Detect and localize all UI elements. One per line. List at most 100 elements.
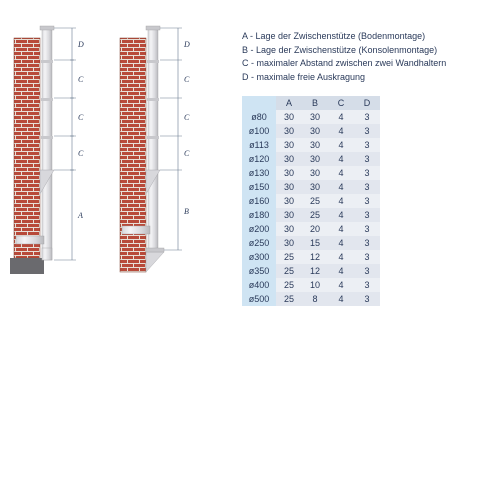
cell-value: 30 xyxy=(302,138,328,152)
cell-value: 30 xyxy=(276,138,302,152)
cell-value: 30 xyxy=(302,152,328,166)
cell-value: 3 xyxy=(354,236,380,250)
cell-value: 30 xyxy=(302,110,328,124)
cell-value: 4 xyxy=(328,222,354,236)
svg-text:C: C xyxy=(78,75,84,84)
cell-value: 3 xyxy=(354,292,380,306)
cell-value: 3 xyxy=(354,208,380,222)
cell-value: 4 xyxy=(328,124,354,138)
cell-value: 30 xyxy=(276,208,302,222)
cell-value: 30 xyxy=(302,180,328,194)
table-header-row: A B C D xyxy=(242,96,380,110)
diagram-floor-mount: D C C C A xyxy=(10,20,110,290)
table-row: ø130303043 xyxy=(242,166,380,180)
cell-value: 25 xyxy=(276,250,302,264)
technical-diagrams: D C C C A xyxy=(10,20,216,290)
diagram-console-mount: D C C C B xyxy=(116,20,216,290)
cell-value: 30 xyxy=(302,124,328,138)
cell-diameter: ø150 xyxy=(242,180,276,194)
cell-value: 4 xyxy=(328,180,354,194)
svg-text:C: C xyxy=(78,149,84,158)
cell-value: 3 xyxy=(354,110,380,124)
svg-text:B: B xyxy=(184,207,189,216)
table-row: ø300251243 xyxy=(242,250,380,264)
cell-value: 8 xyxy=(302,292,328,306)
svg-text:C: C xyxy=(78,113,84,122)
cell-value: 3 xyxy=(354,194,380,208)
cell-value: 25 xyxy=(302,194,328,208)
cell-value: 25 xyxy=(276,264,302,278)
cell-diameter: ø80 xyxy=(242,110,276,124)
legend-d: D - maximale freie Auskragung xyxy=(242,71,490,85)
cell-value: 15 xyxy=(302,236,328,250)
svg-text:C: C xyxy=(184,149,190,158)
table-row: ø250301543 xyxy=(242,236,380,250)
table-row: ø120303043 xyxy=(242,152,380,166)
svg-text:A: A xyxy=(77,211,83,220)
cell-value: 30 xyxy=(276,152,302,166)
svg-text:C: C xyxy=(184,113,190,122)
cell-diameter: ø180 xyxy=(242,208,276,222)
cell-value: 25 xyxy=(302,208,328,222)
cell-diameter: ø130 xyxy=(242,166,276,180)
cell-value: 3 xyxy=(354,152,380,166)
table-row: ø160302543 xyxy=(242,194,380,208)
legend: A - Lage der Zwischenstütze (Bodenmontag… xyxy=(242,30,490,84)
cell-diameter: ø200 xyxy=(242,222,276,236)
cell-value: 4 xyxy=(328,292,354,306)
cell-value: 12 xyxy=(302,264,328,278)
cell-diameter: ø100 xyxy=(242,124,276,138)
cell-value: 30 xyxy=(276,124,302,138)
cell-diameter: ø500 xyxy=(242,292,276,306)
cell-value: 4 xyxy=(328,250,354,264)
cell-value: 3 xyxy=(354,222,380,236)
cell-value: 4 xyxy=(328,278,354,292)
cell-value: 25 xyxy=(276,278,302,292)
legend-a: A - Lage der Zwischenstütze (Bodenmontag… xyxy=(242,30,490,44)
legend-b: B - Lage der Zwischenstütze (Konsolenmon… xyxy=(242,44,490,58)
cell-value: 3 xyxy=(354,138,380,152)
cell-value: 25 xyxy=(276,292,302,306)
cell-diameter: ø400 xyxy=(242,278,276,292)
cell-value: 20 xyxy=(302,222,328,236)
cell-diameter: ø300 xyxy=(242,250,276,264)
cell-value: 4 xyxy=(328,110,354,124)
cell-value: 3 xyxy=(354,166,380,180)
cell-value: 30 xyxy=(302,166,328,180)
cell-value: 3 xyxy=(354,124,380,138)
info-panel: A - Lage der Zwischenstütze (Bodenmontag… xyxy=(242,30,490,306)
col-b: B xyxy=(302,96,328,110)
table-row: ø113303043 xyxy=(242,138,380,152)
cell-value: 30 xyxy=(276,166,302,180)
col-c: C xyxy=(328,96,354,110)
cell-diameter: ø160 xyxy=(242,194,276,208)
cell-value: 3 xyxy=(354,278,380,292)
table-row: ø350251243 xyxy=(242,264,380,278)
cell-value: 30 xyxy=(276,236,302,250)
svg-text:D: D xyxy=(77,40,84,49)
table-row: ø150303043 xyxy=(242,180,380,194)
table-row: ø400251043 xyxy=(242,278,380,292)
cell-diameter: ø113 xyxy=(242,138,276,152)
cell-value: 30 xyxy=(276,222,302,236)
table-row: ø100303043 xyxy=(242,124,380,138)
table-row: ø50025843 xyxy=(242,292,380,306)
col-a: A xyxy=(276,96,302,110)
col-diameter xyxy=(242,96,276,110)
cell-diameter: ø120 xyxy=(242,152,276,166)
cell-value: 10 xyxy=(302,278,328,292)
legend-c: C - maximaler Abstand zwischen zwei Wand… xyxy=(242,57,490,71)
table-row: ø200302043 xyxy=(242,222,380,236)
table-row: ø80303043 xyxy=(242,110,380,124)
cell-value: 3 xyxy=(354,250,380,264)
cell-value: 3 xyxy=(354,180,380,194)
cell-value: 30 xyxy=(276,110,302,124)
cell-value: 4 xyxy=(328,236,354,250)
cell-value: 4 xyxy=(328,264,354,278)
cell-value: 4 xyxy=(328,138,354,152)
cell-diameter: ø350 xyxy=(242,264,276,278)
cell-value: 3 xyxy=(354,264,380,278)
col-d: D xyxy=(354,96,380,110)
svg-text:D: D xyxy=(183,40,190,49)
cell-diameter: ø250 xyxy=(242,236,276,250)
